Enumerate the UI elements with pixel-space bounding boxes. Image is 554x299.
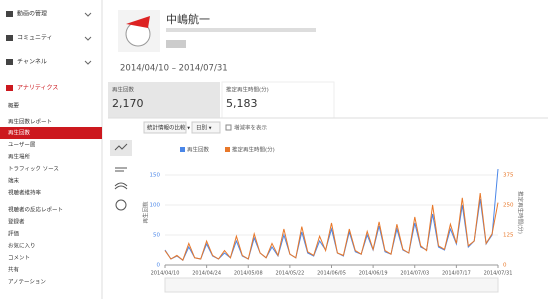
y2-axis-title: 推定再生時間(分) bbox=[517, 191, 525, 234]
x-tick-label: 2014/06/19 bbox=[359, 271, 388, 277]
x-tick-label: 2014/04/24 bbox=[192, 271, 221, 277]
navigator[interactable] bbox=[165, 278, 498, 292]
section-icon bbox=[6, 11, 13, 17]
y2-tick-label: 0 bbox=[503, 263, 507, 269]
section-label[interactable]: チャンネル bbox=[17, 59, 47, 66]
nav-item[interactable]: 共有 bbox=[8, 266, 20, 274]
section-label[interactable]: 動画の管理 bbox=[17, 10, 47, 18]
y2-tick-label: 375 bbox=[503, 173, 514, 179]
nav-item[interactable]: 再生回数レポート bbox=[8, 118, 52, 126]
nav-item[interactable]: 概要 bbox=[8, 102, 20, 110]
legend-label[interactable]: 推定再生時間(分) bbox=[232, 146, 275, 154]
nav-item[interactable]: ユーザー層 bbox=[8, 142, 35, 149]
nav-item[interactable]: 再生場所 bbox=[8, 153, 31, 161]
legend-swatch[interactable] bbox=[225, 147, 230, 152]
nav-item[interactable]: 視聴者維持率 bbox=[8, 189, 42, 197]
section-icon bbox=[6, 35, 13, 41]
sidebar bbox=[0, 0, 102, 299]
x-tick-label: 2014/07/17 bbox=[442, 271, 471, 277]
nav-item[interactable]: アノテーション bbox=[8, 279, 46, 286]
x-tick-label: 2014/06/05 bbox=[317, 271, 346, 277]
channel-meta bbox=[166, 28, 316, 32]
x-tick-label: 2014/05/08 bbox=[234, 271, 263, 277]
nav-item[interactable]: 端末 bbox=[8, 177, 20, 185]
section-icon bbox=[6, 85, 13, 91]
stat-label: 再生回数 bbox=[112, 86, 135, 94]
y-tick-label: 50 bbox=[153, 233, 160, 239]
period-label: 日別 ▾ bbox=[196, 124, 212, 132]
legend-label[interactable]: 再生回数 bbox=[187, 146, 210, 154]
x-tick-label: 2014/04/10 bbox=[151, 271, 180, 277]
nav-item[interactable]: 視聴者の反応レポート bbox=[8, 206, 63, 214]
y-tick-label: 0 bbox=[157, 263, 161, 269]
y-tick-label: 100 bbox=[150, 203, 161, 209]
channel-name: 中嶋航一 bbox=[166, 12, 210, 26]
nav-item[interactable]: トラフィック ソース bbox=[8, 166, 59, 173]
nav-item[interactable]: 登録者 bbox=[8, 218, 25, 226]
y-tick-label: 150 bbox=[150, 173, 161, 179]
x-tick-label: 2014/07/31 bbox=[484, 271, 513, 277]
compare-label: 統計情報の比較 ▾ bbox=[147, 124, 190, 132]
stat-value: 5,183 bbox=[226, 97, 258, 110]
section-label[interactable]: アナリティクス bbox=[17, 85, 58, 92]
nav-item[interactable]: 評価 bbox=[8, 230, 20, 238]
x-tick-label: 2014/07/03 bbox=[400, 271, 429, 277]
stat-label: 推定再生時間(分) bbox=[226, 86, 269, 94]
series-line bbox=[165, 193, 498, 260]
icon-stacked[interactable] bbox=[115, 183, 127, 189]
legend-swatch[interactable] bbox=[180, 147, 185, 152]
icon-map[interactable] bbox=[116, 200, 126, 210]
y2-tick-label: 250 bbox=[503, 203, 514, 209]
nav-item[interactable]: お気に入り bbox=[8, 242, 36, 250]
checkbox[interactable] bbox=[226, 125, 231, 130]
screen: 中嶋航一 2014/04/10 – 2014/07/31 統計情報の比較 ▾ 日… bbox=[0, 0, 554, 299]
nav-item[interactable]: コメント bbox=[8, 255, 30, 262]
series-line bbox=[165, 169, 498, 260]
y2-tick-label: 125 bbox=[503, 233, 514, 239]
section-icon bbox=[6, 59, 13, 65]
icon-multi[interactable] bbox=[115, 168, 127, 171]
date-range[interactable]: 2014/04/10 – 2014/07/31 bbox=[120, 64, 228, 74]
channel-badge bbox=[166, 40, 186, 48]
section-label[interactable]: コミュニティ bbox=[17, 35, 53, 42]
y-axis-title: 再生回数 bbox=[142, 201, 150, 224]
checkbox-label: 増減率を表示 bbox=[234, 124, 268, 132]
nav-item[interactable]: 再生回数 bbox=[8, 129, 31, 137]
x-tick-label: 2014/05/22 bbox=[275, 271, 304, 277]
stat-value: 2,170 bbox=[112, 97, 144, 110]
